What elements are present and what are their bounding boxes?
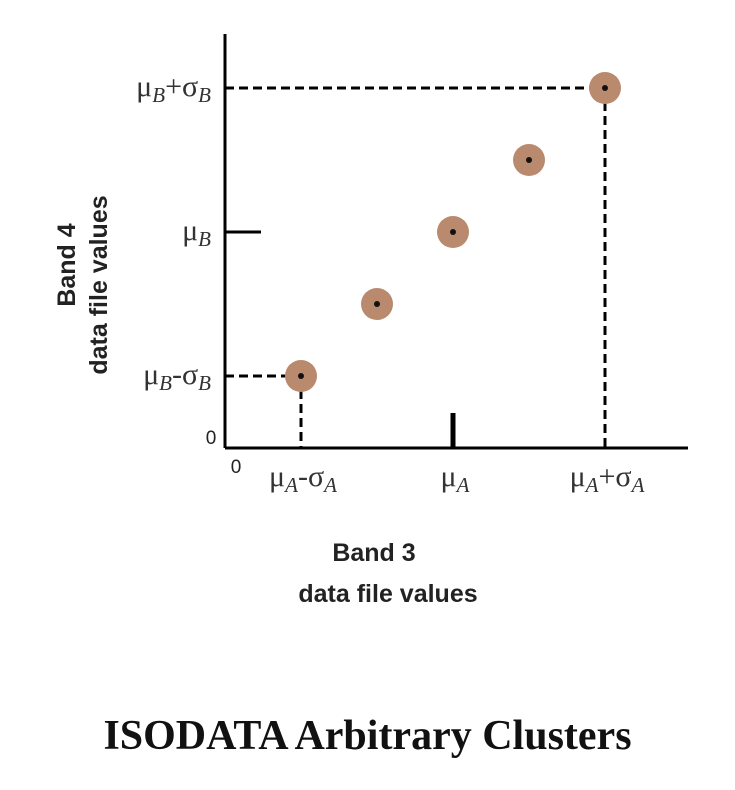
y-origin-label: 0 xyxy=(206,428,217,449)
guide-lines xyxy=(225,86,607,448)
x-tick-label-1: μA xyxy=(441,460,470,497)
y-axis-title-line-2: data file values xyxy=(85,195,113,374)
x-tick-label-2: μA+σA xyxy=(570,460,645,497)
y-axis-title-line-1: Band 4 xyxy=(53,223,81,306)
figure-caption: ISODATA Arbitrary Clusters xyxy=(103,713,632,759)
cluster-3-center xyxy=(450,229,456,235)
cluster-points xyxy=(285,72,621,392)
x-axis-title-line-1: Band 3 xyxy=(332,539,415,567)
x-axis-title-line-2: data file values xyxy=(298,580,477,608)
y-tick-label-0: μB-σB xyxy=(143,358,211,395)
cluster-2-center xyxy=(374,301,380,307)
tick-labels: μA-σA μA μA+σA μB-σB μB μB+σB xyxy=(136,70,644,497)
cluster-1-center xyxy=(298,373,304,379)
cluster-4-center xyxy=(526,157,532,163)
cluster-5-center xyxy=(602,85,608,91)
y-tick-label-1: μB xyxy=(182,214,211,251)
x-tick-label-0: μA-σA xyxy=(269,460,337,497)
x-origin-label: 0 xyxy=(231,457,242,478)
y-tick-label-2: μB+σB xyxy=(136,70,211,107)
axes xyxy=(223,34,688,450)
